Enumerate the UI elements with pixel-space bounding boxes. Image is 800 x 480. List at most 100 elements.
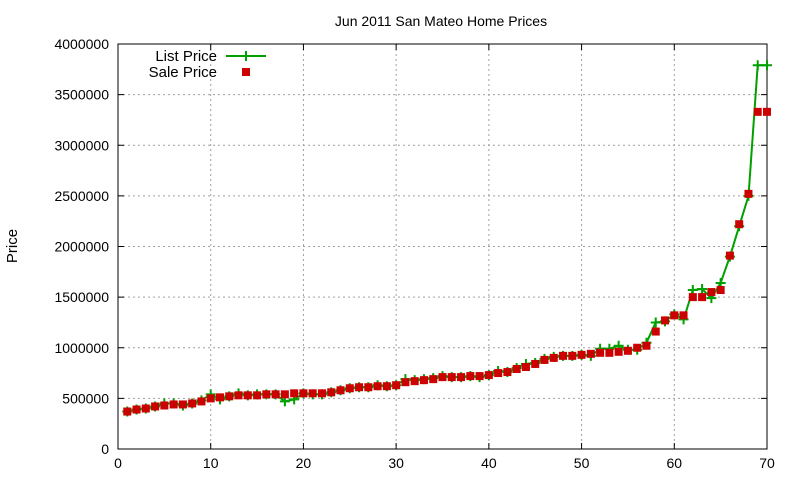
x-tick-label: 20 — [296, 455, 312, 471]
sale-price-point — [151, 402, 160, 411]
sale-price-point — [661, 316, 670, 325]
sale-price-point — [457, 373, 466, 382]
sale-price-point — [141, 404, 150, 413]
sale-price-point — [512, 365, 521, 374]
y-tick-label: 3500000 — [54, 87, 109, 103]
sale-price-point — [605, 348, 614, 357]
x-tick-label: 0 — [114, 455, 122, 471]
y-tick-label: 1500000 — [54, 289, 109, 305]
chart-title: Jun 2011 San Mateo Home Prices — [335, 13, 547, 29]
axis-ticks: 0 10 20 30 40 50 60 70 0 500000 1000000 1500000 2000… — [54, 36, 775, 471]
sale-price-point — [160, 401, 169, 410]
x-tick-label: 70 — [759, 455, 775, 471]
sale-price-point — [735, 220, 744, 229]
sale-price-point — [531, 359, 540, 368]
sale-price-point — [549, 353, 558, 362]
sale-price-point — [392, 381, 401, 390]
sale-price-point — [271, 390, 280, 399]
x-tick-label: 30 — [388, 455, 404, 471]
sale-price-point — [559, 351, 568, 360]
sale-price-point — [753, 107, 762, 116]
list-price-point — [650, 317, 661, 328]
sale-price-point — [540, 355, 549, 364]
y-tick-label: 500000 — [62, 390, 109, 406]
sale-price-point — [215, 393, 224, 402]
sale-price-point — [327, 388, 336, 397]
sale-price-point — [345, 384, 354, 393]
sale-price-point — [206, 394, 215, 403]
y-tick-label: 4000000 — [54, 36, 109, 52]
sale-price-point — [373, 382, 382, 391]
legend-marker-list-price — [241, 51, 251, 61]
sale-price-point — [197, 397, 206, 406]
sale-price-point — [466, 372, 475, 381]
sale-price-point — [234, 391, 243, 400]
sale-price-point — [447, 373, 456, 382]
sale-price-point — [429, 375, 438, 384]
sale-price-point — [419, 376, 428, 385]
sale-price-point — [132, 405, 141, 414]
sale-price-point — [688, 293, 697, 302]
x-tick-label: 10 — [203, 455, 219, 471]
y-tick-label: 3000000 — [54, 137, 109, 153]
sale-price-point — [642, 341, 651, 350]
x-tick-label: 40 — [481, 455, 497, 471]
sale-price-point — [586, 349, 595, 358]
sale-price-point — [651, 327, 660, 336]
legend-marker-sale-price — [242, 68, 250, 76]
sale-price-point — [521, 362, 530, 371]
sale-price-point — [596, 348, 605, 357]
legend-label-list-price: List Price — [155, 48, 217, 65]
sale-price-point — [355, 383, 364, 392]
x-tick-label: 50 — [574, 455, 590, 471]
series-list-price — [122, 60, 772, 417]
sale-price-point — [401, 378, 410, 387]
sale-price-point — [262, 390, 271, 399]
y-axis-label: Price — [4, 229, 21, 263]
sale-price-point — [169, 400, 178, 409]
list-price-point — [762, 60, 772, 71]
sale-price-point — [698, 293, 707, 302]
sale-price-point — [438, 373, 447, 382]
sale-price-point — [188, 399, 197, 408]
sale-price-point — [280, 390, 289, 399]
list-price-point — [697, 284, 708, 295]
sale-price-point — [623, 346, 632, 355]
sale-price-point — [317, 389, 326, 398]
sale-price-point — [225, 392, 234, 401]
legend-label-sale-price: Sale Price — [149, 64, 217, 81]
series-sale-price — [123, 107, 771, 416]
sale-price-point — [633, 343, 642, 352]
sale-price-point — [679, 311, 688, 320]
sale-price-point — [290, 389, 299, 398]
y-tick-label: 2500000 — [54, 188, 109, 204]
legend: List Price Sale Price — [149, 48, 266, 81]
sale-price-point — [123, 407, 132, 416]
sale-price-point — [484, 371, 493, 380]
sale-price-point — [336, 386, 345, 395]
sale-price-point — [410, 377, 419, 386]
sale-price-point — [178, 400, 187, 409]
sale-price-point — [763, 107, 771, 116]
x-tick-label: 60 — [666, 455, 682, 471]
sale-price-point — [503, 368, 512, 377]
sale-price-point — [707, 288, 716, 297]
list-price-point — [752, 60, 763, 71]
y-tick-label: 1000000 — [54, 340, 109, 356]
sale-price-point — [725, 251, 734, 260]
sale-price-point — [475, 372, 484, 381]
sale-price-point — [299, 389, 308, 398]
sale-price-point — [744, 189, 753, 198]
sale-price-point — [308, 389, 317, 398]
sale-price-point — [364, 383, 373, 392]
sale-price-point — [494, 369, 503, 378]
y-tick-label: 0 — [101, 441, 109, 457]
sale-price-point — [382, 382, 391, 391]
grid-lines — [118, 44, 767, 449]
sale-price-point — [577, 350, 586, 359]
sale-price-point — [614, 347, 623, 356]
sale-price-point — [568, 351, 577, 360]
sale-price-point — [670, 311, 679, 320]
sale-price-point — [253, 391, 262, 400]
